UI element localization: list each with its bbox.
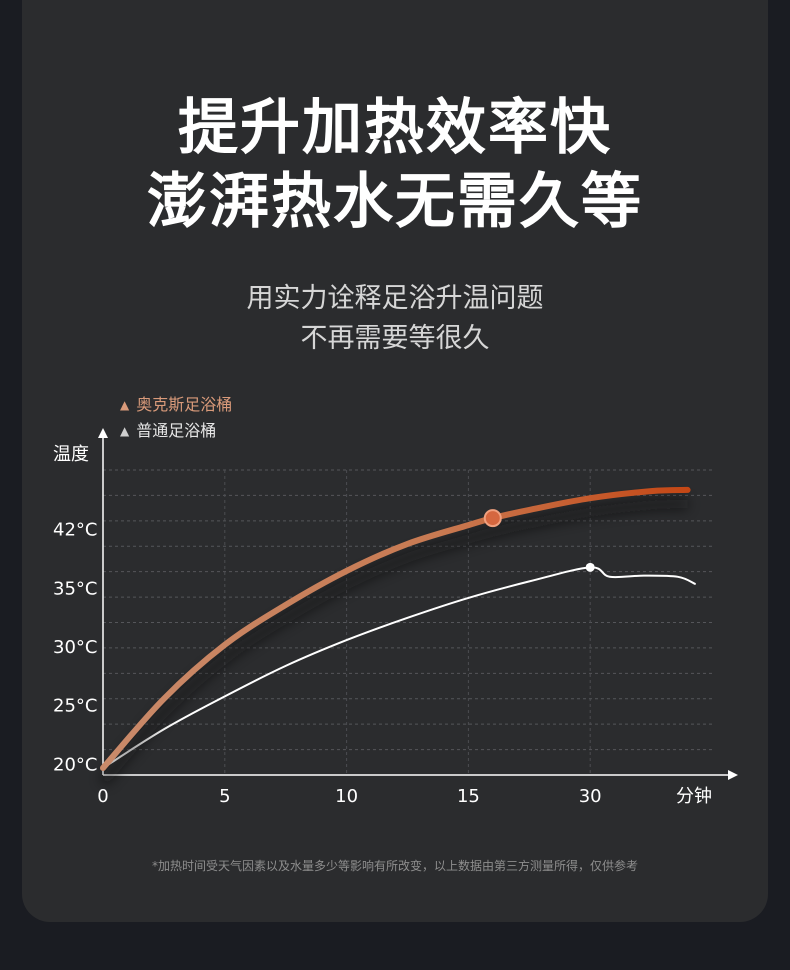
footnote: *加热时间受天气因素以及水量多少等影响有所改变，以上数据由第三方测量所得，仅供参…: [151, 859, 638, 873]
legend-triangle-icon: ▲: [120, 398, 130, 412]
content-card: [22, 0, 768, 922]
x-tick-label: 15: [457, 786, 480, 807]
series-line-aux: [100, 486, 691, 771]
x-tick-label: 0: [97, 786, 108, 807]
subheadline-line2: 不再需要等很久: [300, 323, 490, 354]
y-axis-label: 温度: [53, 444, 89, 465]
highlight-point-aux: [483, 509, 502, 528]
legend-triangle-icon: ▲: [120, 424, 130, 438]
headline-line2: 澎湃热水无需久等: [147, 167, 643, 237]
legend-item-normal: ▲ 普通足浴桶: [120, 421, 216, 441]
legend-label-normal: 普通足浴桶: [136, 421, 217, 440]
subheadline-line1: 用实力诠释足浴升温问题: [246, 283, 544, 314]
highlight-point-normal: [585, 562, 595, 572]
x-axis-arrow-icon: [728, 770, 738, 780]
y-tick-label: 25°C: [53, 696, 97, 717]
headline-line1: 提升加热效率快: [178, 93, 612, 163]
x-tick-label: 30: [579, 786, 602, 807]
series-line-normal: [102, 566, 696, 769]
y-tick-label: 20°C: [53, 754, 97, 775]
legend-label-aux: 奥克斯足浴桶: [136, 395, 233, 414]
y-tick-label: 35°C: [53, 578, 97, 599]
y-tick-label: 30°C: [53, 637, 97, 658]
x-tick-label: 10: [335, 786, 358, 807]
series-shadow: [99, 498, 688, 786]
y-tick-label: 42°C: [53, 520, 97, 541]
legend-item-aux: ▲ 奥克斯足浴桶: [120, 395, 232, 415]
y-axis-arrow-icon: [98, 428, 108, 438]
x-tick-label: 5: [219, 786, 230, 807]
x-axis-label: 分钟: [676, 786, 712, 807]
